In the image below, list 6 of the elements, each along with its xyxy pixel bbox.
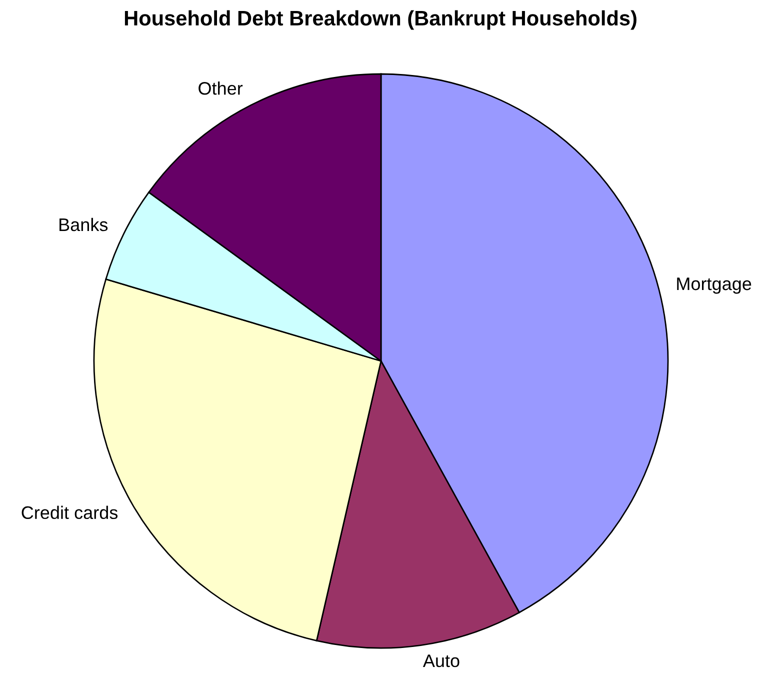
slice-label: Mortgage [677, 278, 752, 294]
slice-label: Other [198, 82, 243, 95]
slice-label: Banks [60, 218, 108, 232]
slice-label: Credit cards [22, 506, 118, 520]
slice-label: Auto [422, 654, 460, 668]
chart-title: Household Debt Breakdown (Bankrupt Households) [124, 10, 636, 30]
